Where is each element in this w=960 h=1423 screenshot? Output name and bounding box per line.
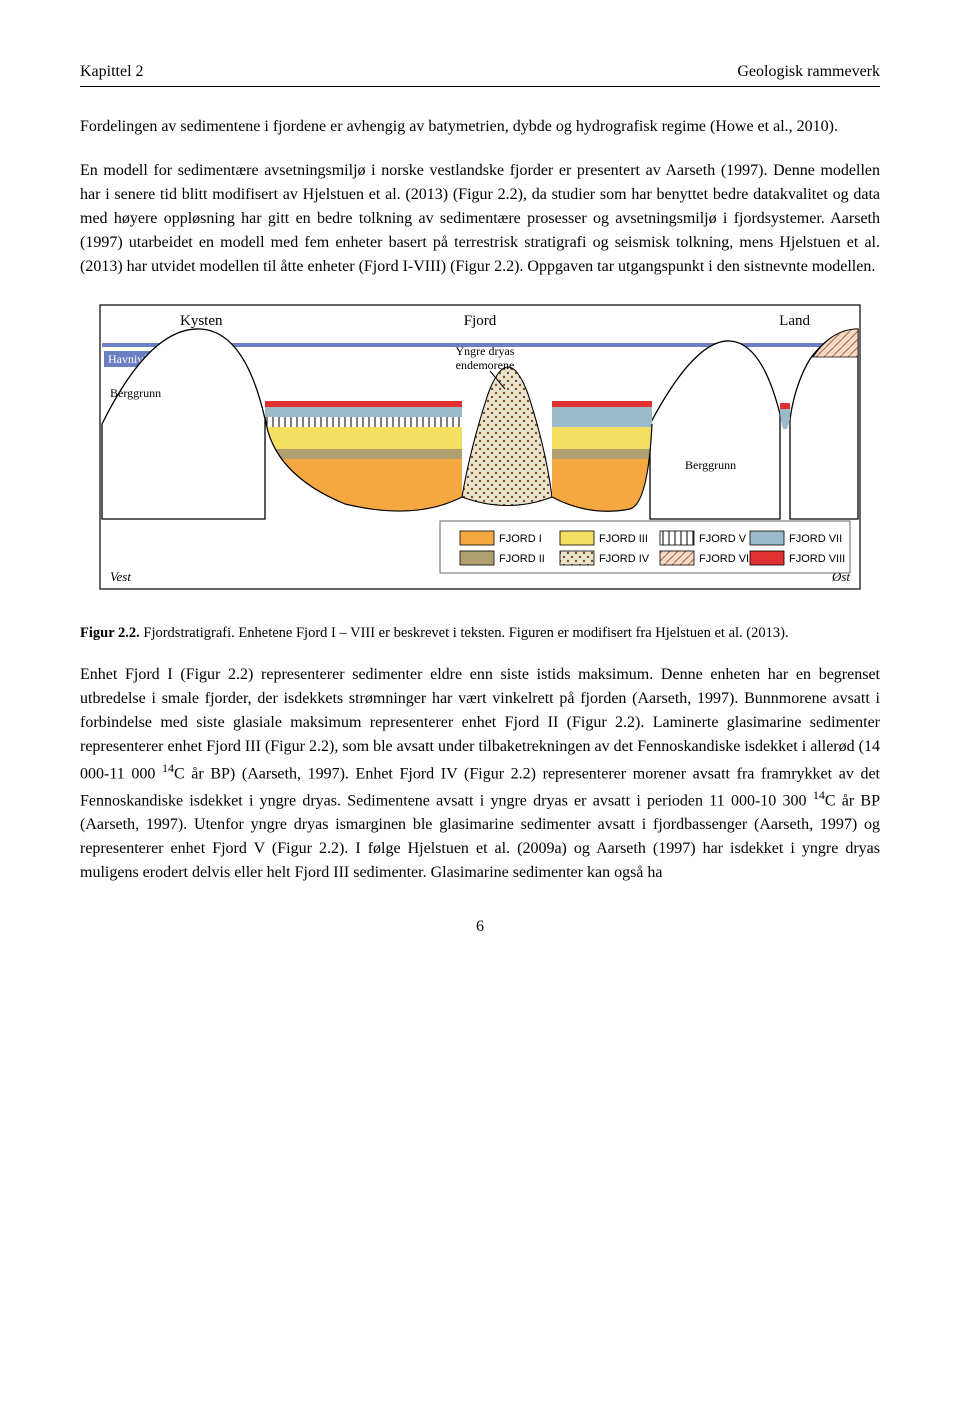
legend-swatch: [750, 551, 784, 565]
legend-swatch: [460, 531, 494, 545]
label-land: Land: [779, 313, 810, 329]
header-right: Geologisk rammeverk: [737, 60, 880, 84]
label-yngre-dryas: Yngre dryas: [456, 344, 515, 358]
legend-label: FJORD VI: [699, 553, 749, 565]
legend-label: FJORD VII: [789, 533, 842, 545]
legend-swatch: [660, 551, 694, 565]
label-fjord: Fjord: [464, 313, 497, 329]
legend-swatch: [660, 531, 694, 545]
caption-bold: Figur 2.2.: [80, 625, 140, 641]
paragraph-2: En modell for sedimentære avsetningsmilj…: [80, 159, 880, 279]
legend-label: FJORD IV: [599, 553, 650, 565]
p3-sup1: 14: [162, 761, 174, 775]
p3-sup2: 14: [813, 788, 825, 802]
figure-2-2: Kysten Fjord Land Havnivå: [80, 299, 880, 599]
label-berggrunn-left: Berggrunn: [110, 386, 161, 400]
legend-label: FJORD I: [499, 533, 542, 545]
legend-label: FJORD VIII: [789, 553, 845, 565]
label-endemorene: endemorene: [456, 358, 515, 372]
legend-swatch: [560, 551, 594, 565]
label-vest: Vest: [110, 569, 131, 584]
paragraph-1: Fordelingen av sedimentene i fjordene er…: [80, 115, 880, 139]
label-kysten: Kysten: [180, 313, 223, 329]
legend-label: FJORD III: [599, 533, 648, 545]
caption-rest: Fjordstratigrafi. Enhetene Fjord I – VII…: [140, 625, 789, 641]
paragraph-3: Enhet Fjord I (Figur 2.2) representerer …: [80, 663, 880, 886]
legend-swatch: [560, 531, 594, 545]
header-left: Kapittel 2: [80, 60, 144, 84]
legend-label: FJORD II: [499, 553, 545, 565]
fjord-diagram: Kysten Fjord Land Havnivå: [90, 299, 870, 599]
legend-label: FJORD V: [699, 533, 747, 545]
page-header: Kapittel 2 Geologisk rammeverk: [80, 60, 880, 87]
legend-swatch: [460, 551, 494, 565]
figure-caption: Figur 2.2. Fjordstratigrafi. Enhetene Fj…: [80, 623, 880, 645]
p3-b: C år BP) (Aarseth, 1997). Enhet Fjord IV…: [80, 765, 880, 809]
legend-swatch: [750, 531, 784, 545]
label-berggrunn-right: Berggrunn: [685, 458, 736, 472]
page-number: 6: [80, 915, 880, 939]
